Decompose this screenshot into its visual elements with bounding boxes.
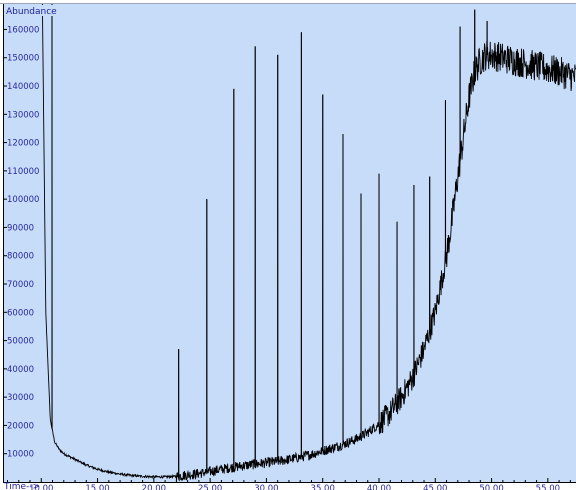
x-tick-label: 45.00 — [423, 484, 447, 490]
y-tick-label: 60000 — [7, 308, 34, 318]
y-tick-label: 50000 — [7, 337, 34, 347]
y-axis-name: Abundance — [6, 7, 57, 17]
x-tick-label: 50.00 — [479, 484, 503, 490]
x-tick-label: 15.00 — [85, 484, 109, 490]
y-axis-name-box — [4, 5, 59, 16]
x-tick-label: 40.00 — [367, 484, 391, 490]
x-axis-ticks: 10.00 15.00 20.00 25.00 30.00 35.00 40.00 45.00… — [7, 478, 571, 490]
y-tick-label: 140000 — [7, 82, 39, 92]
x-tick-label: 35.00 — [311, 484, 335, 490]
signal-line — [41, 3, 576, 482]
y-tick-label: 160000 — [7, 25, 39, 35]
x-axis-name: Time--> — [3, 482, 40, 490]
y-tick-label: 10000 — [7, 450, 34, 460]
y-axis-ticks: 10000 20000 30000 40000 50000 60000 70000 80000… — [3, 25, 39, 460]
y-tick-label: 80000 — [7, 252, 34, 262]
chromatogram-trace — [41, 3, 576, 482]
x-tick-label: 20.00 — [142, 484, 166, 490]
y-tick-label: 70000 — [7, 280, 34, 290]
x-tick-label: 25.00 — [198, 484, 222, 490]
y-tick-label: 130000 — [7, 110, 39, 120]
y-tick-label: 110000 — [7, 167, 39, 177]
y-tick-label: 90000 — [7, 223, 34, 233]
x-tick-label: 30.00 — [254, 484, 278, 490]
y-tick-label: 120000 — [7, 139, 39, 149]
y-tick-label: 30000 — [7, 393, 34, 403]
x-tick-label: 10.00 — [29, 484, 53, 490]
y-tick-label: 100000 — [7, 195, 39, 205]
plot-area — [3, 4, 576, 482]
y-tick-label: 20000 — [7, 421, 34, 431]
y-tick-label: 40000 — [7, 365, 34, 375]
y-tick-label: 150000 — [7, 54, 39, 64]
x-tick-label: 55.00 — [536, 484, 560, 490]
